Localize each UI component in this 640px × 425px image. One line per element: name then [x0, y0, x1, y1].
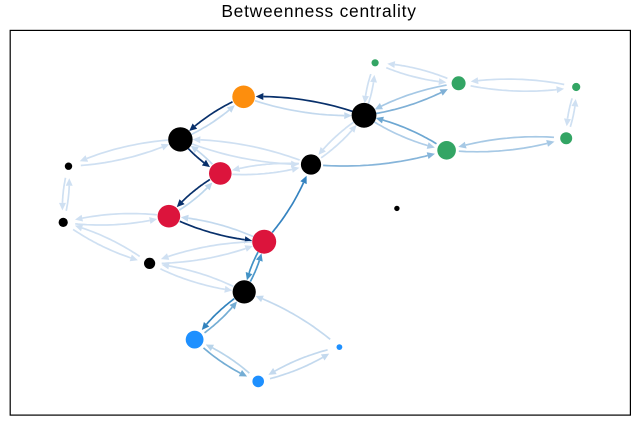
- svg-text:Betweenness centrality: Betweenness centrality: [221, 1, 416, 21]
